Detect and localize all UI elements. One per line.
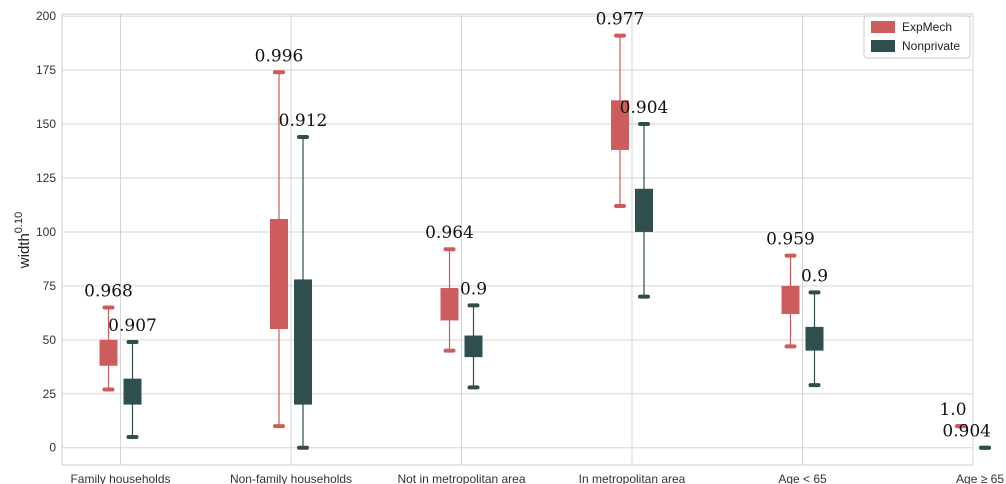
box-annotation: 0.964 xyxy=(425,223,474,243)
legend-swatch-expmech xyxy=(871,21,895,33)
tick-layer: 0 25 50 75 100 125 150 175 200 Family households N… xyxy=(36,9,1004,484)
y-axis-label-superscript: 0.10 xyxy=(13,212,25,233)
y-tick-label: 0 xyxy=(49,441,56,455)
box-annotation: 1.0 xyxy=(939,400,966,420)
box-iqr xyxy=(781,285,800,314)
x-tick-label: In metropolitan area xyxy=(579,472,686,484)
y-tick-label: 25 xyxy=(43,387,57,401)
y-tick-label: 50 xyxy=(43,333,57,347)
box-annotation: 0.9 xyxy=(460,279,487,299)
y-axis-label: width0.10 xyxy=(13,212,33,269)
box-layer xyxy=(99,33,991,450)
box-iqr xyxy=(123,378,142,405)
legend-label-expmech: ExpMech xyxy=(902,20,952,34)
y-axis-label-text: width xyxy=(16,233,33,269)
y-tick-label: 125 xyxy=(36,171,56,185)
y-tick-label: 75 xyxy=(43,279,57,293)
box-annotation: 0.904 xyxy=(620,98,669,118)
legend-label-nonprivate: Nonprivate xyxy=(902,39,960,53)
box-iqr xyxy=(99,339,118,366)
box-iqr xyxy=(611,100,629,150)
y-tick-label: 100 xyxy=(36,225,56,239)
box-annotation: 0.907 xyxy=(108,316,157,336)
box-iqr xyxy=(464,335,483,358)
y-tick-label: 200 xyxy=(36,9,56,23)
box-iqr xyxy=(805,326,824,351)
x-tick-label: Family households xyxy=(70,472,170,484)
box-iqr xyxy=(440,288,459,321)
box-annotation: 0.904 xyxy=(942,422,991,442)
grid-lines xyxy=(62,14,974,465)
box-annotation: 0.912 xyxy=(279,111,328,131)
plot-area xyxy=(61,13,974,466)
box-annotation: 0.9 xyxy=(801,266,828,286)
box-annotation: 0.996 xyxy=(255,46,304,66)
box-iqr xyxy=(635,188,653,232)
box-iqr xyxy=(294,279,312,405)
x-tick-label: Age ≥ 65 xyxy=(956,472,1004,484)
legend: ExpMech Nonprivate xyxy=(863,15,971,59)
box-annotation: 0.977 xyxy=(596,10,645,30)
y-tick-label: 175 xyxy=(36,63,56,77)
x-tick-label: Non-family households xyxy=(230,472,352,484)
x-tick-label: Age < 65 xyxy=(778,472,827,484)
x-tick-label: Not in metropolitan area xyxy=(397,472,525,484)
legend-swatch-nonprivate xyxy=(871,40,895,52)
box-iqr xyxy=(270,219,288,330)
annotation-layer: 0.968 0.996 0.964 0.977 0.959 1.0 0.907 0.912 0.… xyxy=(84,10,991,442)
box-annotation: 0.968 xyxy=(84,281,133,301)
y-tick-label: 150 xyxy=(36,117,56,131)
box-annotation: 0.959 xyxy=(766,230,815,250)
